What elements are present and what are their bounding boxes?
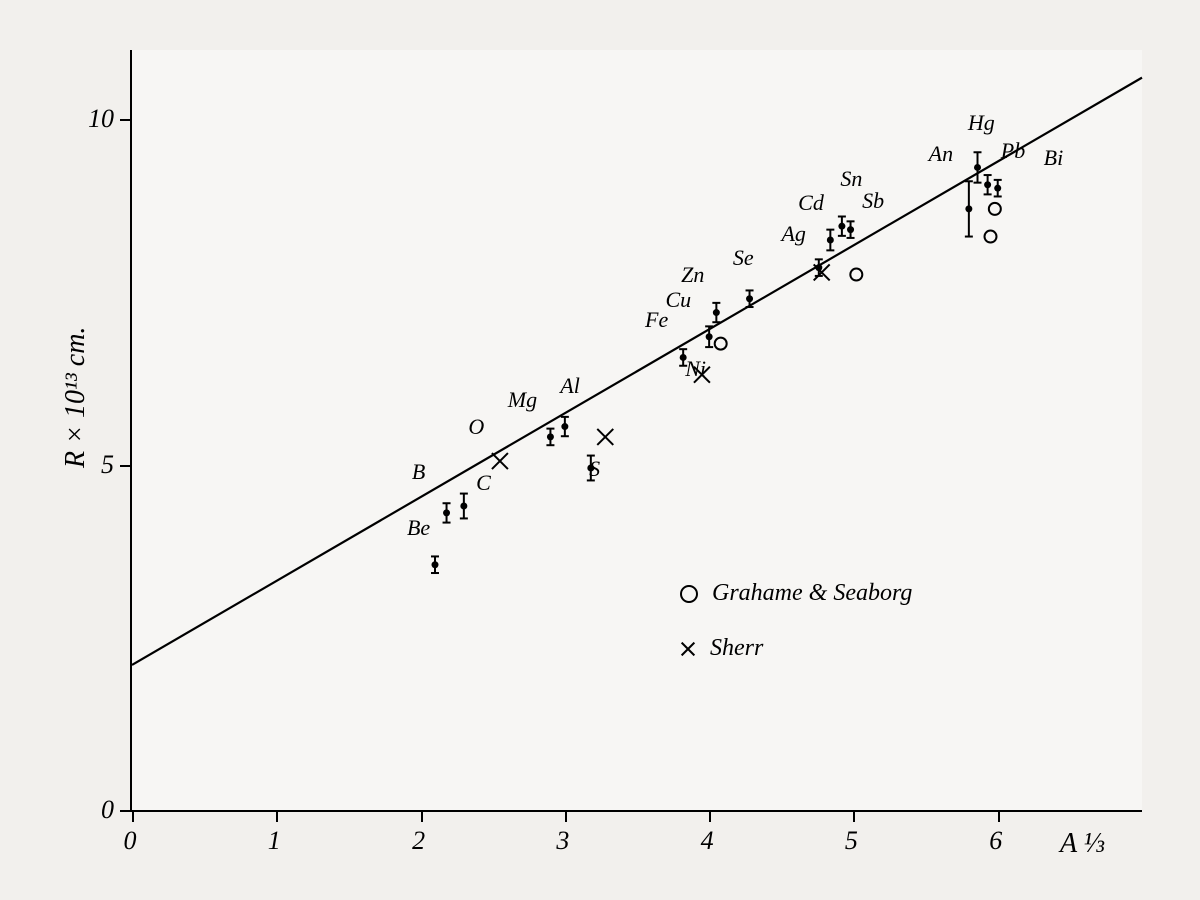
x-tick-label: 3 [556,826,569,856]
x-tick-label: 6 [989,826,1002,856]
point-label: Cd [798,190,824,216]
y-tick [120,119,132,121]
point-label: B [412,459,425,485]
data-point-x [597,429,613,445]
point-label: Zn [681,262,704,288]
data-point-errorbar [826,230,834,251]
y-tick [120,810,132,812]
x-tick [421,810,423,822]
point-label: C [476,470,491,496]
data-point-errorbar [984,175,992,194]
x-tick-label: 1 [268,826,281,856]
x-tick-label: 2 [412,826,425,856]
point-label: Sb [862,188,884,214]
data-point-o [715,338,727,350]
point-label: O [468,414,484,440]
point-label: Hg [968,110,995,136]
point-label: Se [733,245,754,271]
legend-item: Grahame & Seaborg [680,580,912,607]
y-tick-label: 10 [88,104,114,134]
x-tick [709,810,711,822]
y-axis-label: R × 10¹³ cm. [60,327,92,468]
x-tick [998,810,1000,822]
data-point-errorbar [460,494,468,519]
data-point-errorbar [546,429,554,446]
point-label: Ag [781,221,805,247]
data-point-errorbar [561,417,569,436]
plot-overlay [132,50,1142,810]
x-tick-label: 4 [701,826,714,856]
data-point-x [492,453,508,469]
data-point-errorbar [443,503,451,522]
data-point-o [985,231,997,243]
y-tick-label: 0 [101,795,114,825]
y-tick [120,465,132,467]
x-axis-label: A ⅓ [1060,828,1105,860]
x-tick-label: 0 [124,826,137,856]
point-label: Pb [1001,138,1025,164]
legend-item: Sherr [680,635,912,662]
point-label: S [589,456,600,482]
y-tick-label: 5 [101,450,114,480]
legend: Grahame & Seaborg Sherr [680,580,912,690]
data-point-errorbar [965,181,973,236]
x-tick [565,810,567,822]
data-point-o [989,203,1001,215]
point-label: Ni [685,356,706,382]
data-point-errorbar [705,326,713,347]
point-label: Mg [508,387,537,413]
fit-line [132,78,1142,665]
point-label: Sn [840,166,862,192]
data-point-errorbar [847,221,855,238]
point-label: Bi [1044,145,1064,171]
legend-label: Grahame & Seaborg [712,580,912,607]
point-label: Al [560,373,580,399]
nuclear-radius-chart: A ⅓ R × 10¹³ cm. Grahame & SeaborgSherr … [0,0,1200,900]
data-point-errorbar [712,303,720,322]
plot-area [130,50,1142,812]
x-marker-icon [680,641,696,657]
data-point-errorbar [994,180,1002,197]
data-point-errorbar [974,152,982,182]
x-tick [276,810,278,822]
data-point-errorbar [838,217,846,236]
data-point-o [850,269,862,281]
point-label: Be [407,515,430,541]
x-tick [132,810,134,822]
circle-marker-icon [680,585,698,603]
point-label: An [929,141,953,167]
x-tick [853,810,855,822]
point-label: Cu [665,287,691,313]
x-tick-label: 5 [845,826,858,856]
data-point-errorbar [431,556,439,573]
legend-label: Sherr [710,635,763,662]
